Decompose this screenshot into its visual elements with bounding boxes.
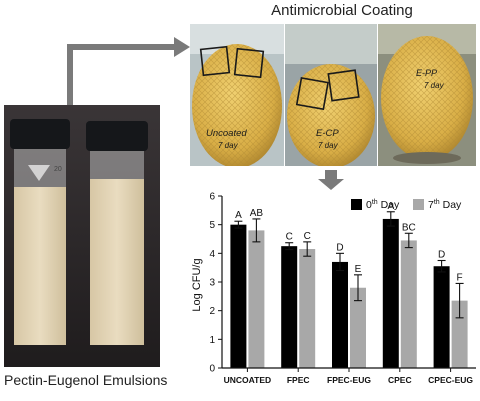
significance-letter-cpec-eug-0: D [438,250,445,261]
y-tick-label-6: 6 [209,192,215,203]
bar-cpec-day0 [382,218,399,368]
significance-letter-cpec-0: A [387,201,394,212]
significance-letter-cpec-1: BC [402,222,416,233]
coated-melons-photo: Uncoated 7 day E-CP 7 day E-PP 7 day [190,24,476,166]
legend-label-day7: 7th Day [428,199,462,211]
melon-label-uncoated: Uncoated [206,128,247,139]
y-axis-label: Log CFU/g [191,258,203,311]
y-tick-label-2: 2 [209,306,215,317]
y-tick-label-4: 4 [209,249,215,260]
bar-uncoated-day7 [248,230,265,368]
coating-title: Antimicrobial Coating [271,2,413,19]
x-tick-label-fpec-eug: FPEC-EUG [327,375,371,385]
vial-left-cap-label: 20 [54,166,62,173]
bar-cpec-day7 [400,240,417,368]
melon-label-e-pp: E-PP [416,68,437,78]
y-tick-label-3: 3 [209,278,215,289]
y-tick-label-5: 5 [209,220,215,231]
significance-letter-uncoated-1: AB [250,208,264,219]
bar-fpec-eug-day7 [350,287,366,368]
legend-label-day0: 0th Day [366,199,400,211]
legend: 0th Day 7th Day [351,199,462,211]
melon-label-e-cp: E-CP [316,128,339,139]
melon-uncoated: Uncoated 7 day [190,24,284,166]
bar-fpec-day0 [281,246,298,368]
significance-letter-cpec-eug-1: F [457,272,463,283]
melon-label-e-cp-day: 7 day [318,141,339,150]
y-tick-label-0: 0 [209,364,215,375]
emulsions-caption: Pectin-Eugenol Emulsions [4,372,168,388]
significance-letter-fpec-eug-0: D [336,242,343,253]
vial-left: 20 [10,119,70,345]
significance-letter-fpec-eug-1: E [355,264,362,275]
bar-uncoated-day0 [230,224,247,368]
legend-swatch-day7 [413,199,424,210]
y-axis: 0 1 2 3 4 5 6 [209,192,223,375]
significance-letter-uncoated-0: A [235,210,242,221]
significance-letter-fpec-0: C [286,232,293,243]
x-tick-label-fpec: FPEC [287,375,310,385]
legend-swatch-day0 [351,199,362,210]
x-tick-label-cpec: CPEC [388,375,412,385]
bar-fpec-eug-day0 [332,261,348,368]
melon-e-cp: E-CP 7 day [285,24,377,166]
x-axis: UNCOATED FPEC FPEC-EUG CPEC CPEC-EUG [222,367,476,385]
melon-e-pp: E-PP 7 day [378,24,476,166]
down-arrow [318,170,344,190]
bar-fpec-day7 [299,249,316,368]
significance-letter-fpec-1: C [304,231,311,242]
y-tick-label-1: 1 [209,335,215,346]
x-tick-label-cpec-eug: CPEC-EUG [428,375,473,385]
melon-label-uncoated-day: 7 day [218,141,239,150]
melon-label-e-pp-day: 7 day [424,81,445,90]
x-tick-label-uncoated: UNCOATED [224,375,272,385]
vial-right [86,121,148,345]
emulsion-vials-photo: 20 [4,105,160,367]
bar-cpec-eug-day0 [433,266,450,368]
